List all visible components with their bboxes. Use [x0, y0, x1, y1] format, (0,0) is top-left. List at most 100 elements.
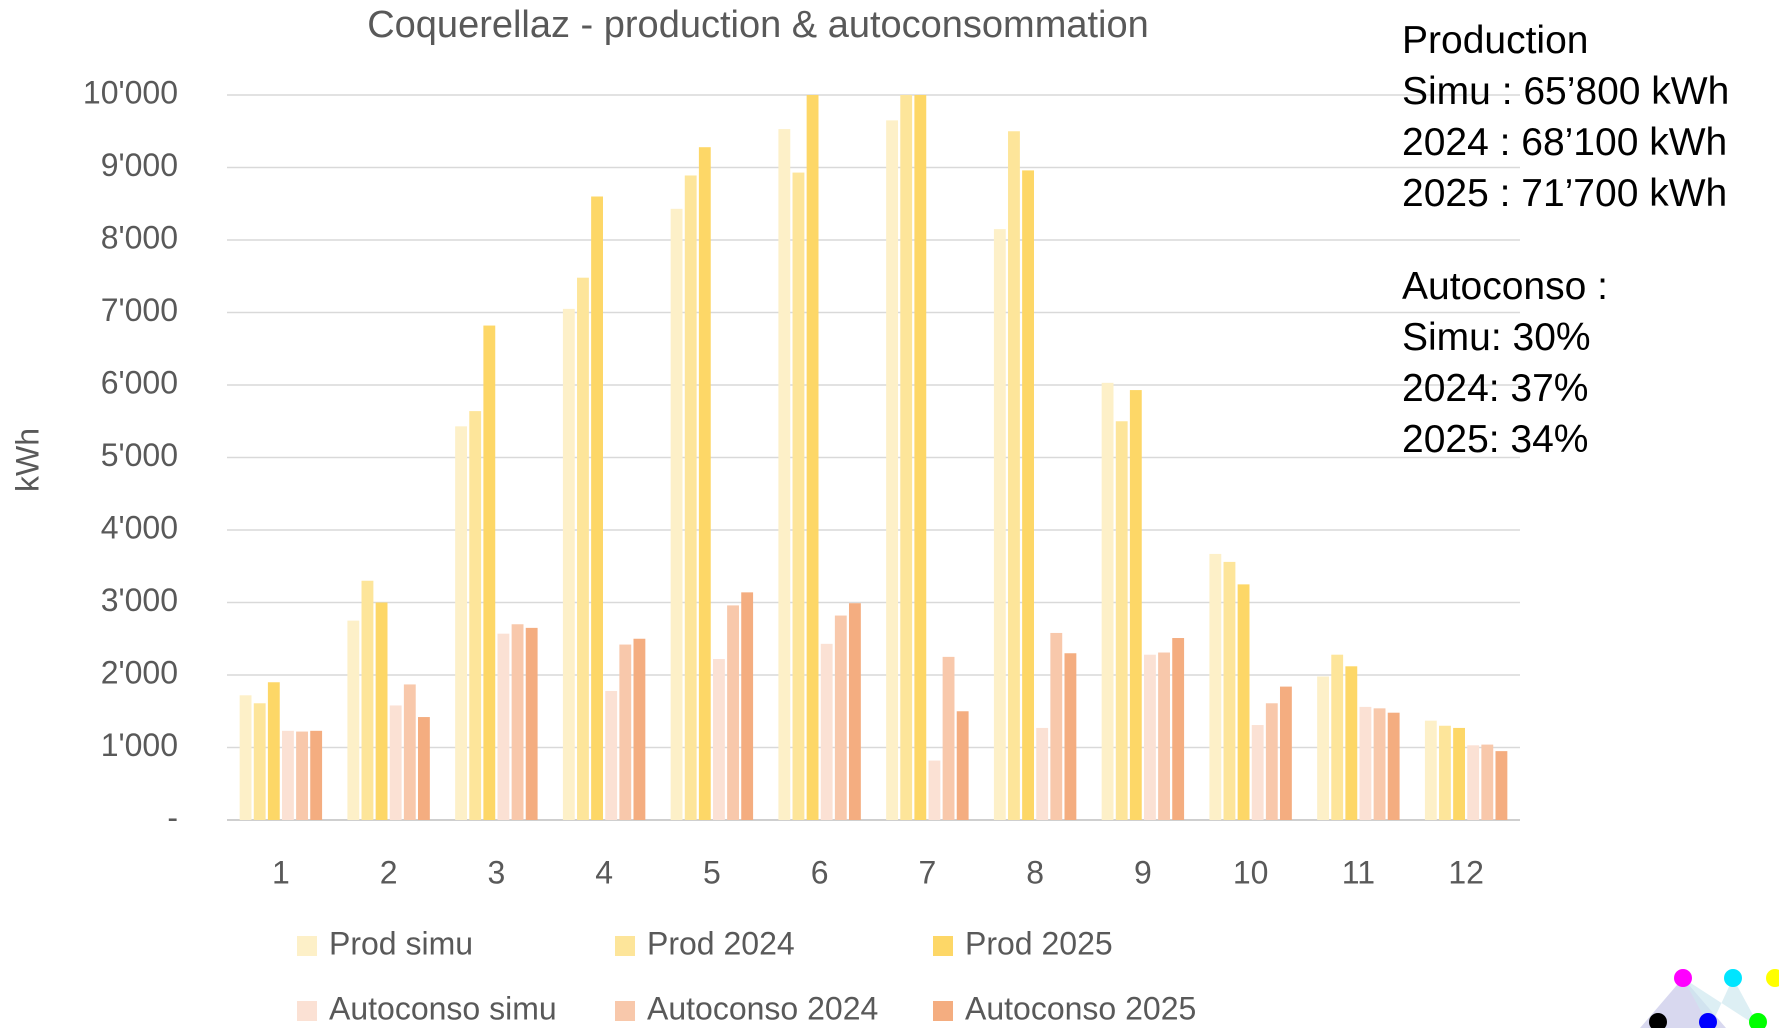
legend-swatch [297, 1001, 317, 1021]
annotation: Autoconso : [1402, 265, 1608, 308]
legend-label: Autoconso 2024 [647, 990, 878, 1026]
legend-label: Autoconso 2025 [965, 990, 1196, 1026]
bar [605, 690, 618, 820]
bar [806, 95, 819, 820]
x-tick-label: 2 [380, 854, 398, 890]
bar [310, 730, 323, 820]
bar [1064, 653, 1077, 820]
bar [253, 703, 266, 820]
bar [778, 129, 791, 820]
bar [633, 638, 646, 820]
bar [347, 620, 360, 820]
bar [900, 95, 913, 820]
bar [497, 633, 510, 820]
bar [1279, 686, 1292, 820]
y-tick-label: 3'000 [101, 582, 178, 618]
bar [1237, 584, 1250, 820]
legend-label: Prod 2024 [647, 925, 795, 961]
logo [1640, 969, 1779, 1028]
bar [886, 120, 899, 820]
bar [361, 580, 374, 820]
legend-swatch [933, 1001, 953, 1021]
bar [1008, 131, 1020, 820]
bar [1317, 676, 1330, 820]
bar [511, 624, 524, 820]
y-tick-label: 6'000 [101, 364, 178, 400]
bar [741, 592, 754, 820]
bar [1144, 654, 1156, 820]
bar [1209, 553, 1222, 820]
bar [1439, 725, 1451, 820]
bar [1495, 751, 1508, 820]
bar [1359, 706, 1372, 820]
bar [483, 325, 496, 820]
annotation: 2024 : 68’100 kWh [1402, 121, 1727, 164]
bar [389, 705, 402, 820]
y-tick-label: 2'000 [101, 654, 178, 690]
x-tick-label: 11 [1342, 854, 1375, 890]
bar [455, 426, 468, 820]
bar [562, 308, 575, 820]
bar [1050, 632, 1063, 820]
bar [1251, 725, 1264, 820]
bar [282, 730, 294, 820]
legend-swatch [615, 1001, 635, 1021]
bar [820, 643, 833, 820]
y-tick-label: 4'000 [101, 509, 178, 545]
bar [296, 731, 308, 820]
x-tick-label: 3 [487, 854, 505, 890]
bar [848, 603, 861, 820]
bar [239, 695, 252, 820]
legend-swatch [615, 936, 635, 956]
bar [1129, 390, 1142, 820]
x-tick-label: 12 [1448, 854, 1484, 890]
chart-title: Coquerellaz - production & autoconsommat… [367, 4, 1149, 46]
bar [375, 602, 388, 820]
bar [713, 659, 725, 820]
bar [1453, 727, 1465, 820]
bar [417, 717, 430, 820]
x-tick-label: 7 [918, 854, 936, 890]
x-tick-label: 6 [811, 854, 829, 890]
bar [670, 208, 683, 820]
legend-label: Prod simu [329, 925, 473, 961]
x-tick-label: 1 [272, 854, 290, 890]
y-tick-label: 7'000 [101, 292, 178, 328]
x-tick-label: 4 [595, 854, 613, 890]
x-tick-label: 9 [1134, 854, 1152, 890]
annotation: Simu: 30% [1402, 316, 1591, 359]
bar [1223, 561, 1236, 820]
bar [698, 147, 711, 820]
y-tick-label: 8'000 [101, 219, 178, 255]
bar [993, 229, 1006, 820]
bar [1101, 382, 1114, 820]
bar [684, 175, 697, 821]
bar [792, 172, 805, 820]
bar [1158, 652, 1170, 820]
bar [1345, 666, 1358, 820]
bar [1467, 745, 1480, 820]
y-tick-label: 5'000 [101, 437, 178, 473]
bar [403, 684, 416, 820]
bar [469, 411, 482, 820]
bar [1172, 638, 1185, 820]
bar [928, 760, 941, 820]
bar [956, 711, 969, 820]
bar [267, 682, 280, 820]
bar [942, 656, 955, 820]
x-tick-label: 8 [1026, 854, 1044, 890]
x-tick-label: 5 [703, 854, 721, 890]
bar [525, 627, 538, 820]
legend-swatch [933, 936, 953, 956]
annotation: 2025 : 71’700 kWh [1402, 172, 1727, 215]
annotation: 2024: 37% [1402, 367, 1589, 410]
y-tick-label: 10'000 [83, 74, 178, 110]
legend-swatch [297, 936, 317, 956]
annotation: 2025: 34% [1402, 418, 1589, 461]
y-axis-label: kWh [9, 428, 45, 492]
bar [1424, 720, 1437, 820]
bar [1373, 708, 1386, 820]
bar [1036, 727, 1049, 820]
bar [577, 277, 589, 820]
